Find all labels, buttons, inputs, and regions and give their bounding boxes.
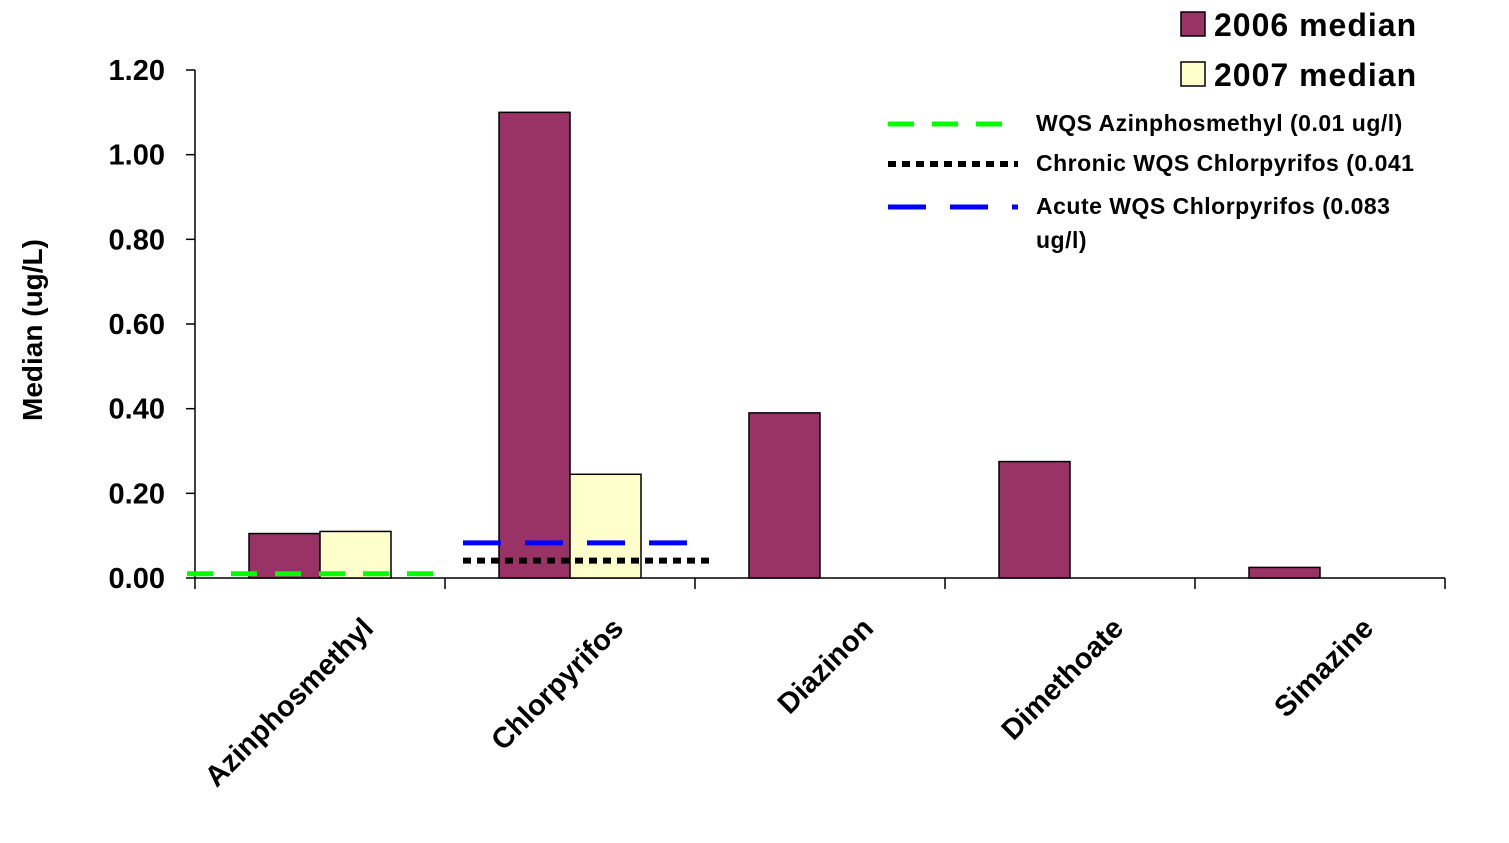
y-tick-label: 0.20 [109, 478, 165, 510]
x-axis: Azinphosmethyl Chlorpyrifos Diazinon Dimeth… [194, 577, 1446, 793]
legend-label: ug/l) [1036, 227, 1087, 253]
x-tick-label: Diazinon [772, 612, 880, 720]
reference-lines [187, 540, 709, 577]
y-tick-label: 1.20 [109, 55, 165, 87]
bar-2006-chlorpyrifos [498, 111, 571, 579]
legend-label: Acute WQS Chlorpyrifos (0.083 [1036, 193, 1390, 219]
legend-label: 2006 median [1214, 7, 1417, 43]
legend-label: WQS Azinphosmethyl (0.01 ug/l) [1036, 110, 1403, 136]
legend-label: Chronic WQS Chlorpyrifos (0.041 [1036, 150, 1414, 176]
y-axis-label: Median (ug/L) [17, 239, 48, 421]
x-tick-label: Simazine [1268, 612, 1380, 724]
y-tick-label: 0.60 [109, 309, 165, 341]
y-tick-label: 0.00 [109, 563, 165, 595]
legend-swatch-1 [1180, 61, 1206, 87]
y-axis: 0.00 0.20 0.40 0.60 0.80 1.00 1.20 [109, 55, 196, 595]
y-tick-label: 0.40 [109, 394, 165, 426]
bar-2007-azinphosmethyl [319, 530, 392, 579]
legend-swatch-0 [1180, 11, 1206, 37]
y-tick-label: 0.80 [109, 224, 165, 256]
bar-2006-diazinon [748, 412, 821, 579]
legend: 2006 median 2007 median WQS Azinphosmethyl… [888, 7, 1417, 253]
x-tick-label: Dimethoate [996, 612, 1130, 746]
bar-2006-dimethoate [998, 460, 1071, 579]
bars [248, 111, 1321, 579]
x-tick-label: Azinphosmethyl [199, 612, 380, 793]
y-tick-label: 1.00 [109, 140, 165, 172]
legend-label: 2007 median [1214, 57, 1417, 93]
x-tick-label: Chlorpyrifos [485, 612, 630, 757]
bar-2006-simazine [1248, 566, 1321, 579]
bar-2006-azinphosmethyl [248, 532, 321, 579]
